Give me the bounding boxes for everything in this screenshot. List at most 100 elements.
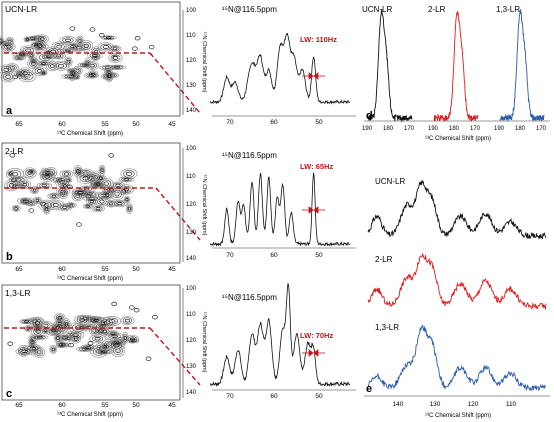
contour-peak bbox=[46, 55, 52, 58]
contour-peak bbox=[45, 46, 61, 57]
contour-peak bbox=[107, 73, 111, 78]
contour-peak bbox=[68, 204, 74, 207]
contour-peak bbox=[51, 347, 55, 352]
contour-peak bbox=[59, 181, 70, 191]
slice-spectrum-a bbox=[209, 32, 351, 105]
y-tick: 120 bbox=[186, 58, 197, 64]
x-axis-label: ¹³C Chemical Shift (ppm) bbox=[57, 412, 123, 418]
contour-peak bbox=[51, 329, 56, 332]
contour-peak bbox=[61, 191, 66, 196]
contour-peak bbox=[113, 343, 120, 348]
x-tick: 190 bbox=[494, 126, 505, 132]
contour-peak bbox=[125, 198, 129, 202]
contour-peak bbox=[101, 318, 114, 327]
contour-peak bbox=[130, 339, 136, 342]
contour-peak bbox=[105, 36, 112, 39]
contour-peak bbox=[55, 334, 74, 342]
contour-peak bbox=[108, 339, 122, 347]
contour-peak bbox=[93, 206, 103, 211]
hsqc-y-axis-b: 100 110 120 130 140 ¹⁵N Chemical Shift (… bbox=[182, 146, 208, 262]
contour-peak bbox=[76, 222, 82, 227]
contour-peak bbox=[8, 64, 17, 71]
contour-peak bbox=[126, 204, 132, 213]
contour-peak bbox=[54, 312, 66, 323]
e-spectrum-13lr bbox=[367, 324, 547, 392]
contour-peak bbox=[88, 316, 105, 325]
contour-peak bbox=[17, 344, 30, 357]
x-tick: 180 bbox=[449, 126, 460, 132]
contour-peak bbox=[22, 167, 37, 179]
contour-peak bbox=[118, 176, 135, 183]
contour-peak bbox=[112, 47, 118, 51]
hsqc-frame-a bbox=[1, 1, 181, 117]
contour-peak bbox=[94, 181, 103, 188]
contour-peak bbox=[89, 325, 100, 336]
contour-peak bbox=[82, 63, 88, 67]
y-axis-label: ¹⁵N Chemical Shift (ppm) bbox=[201, 175, 208, 236]
contour-peak bbox=[35, 198, 40, 202]
hsqc-contours-c bbox=[7, 301, 158, 361]
x-tick: 60 bbox=[58, 402, 66, 409]
d-spectrum-ucn bbox=[367, 9, 413, 123]
x-tick: 170 bbox=[404, 126, 415, 132]
contour-peak bbox=[86, 205, 90, 208]
contour-peak bbox=[6, 44, 12, 49]
contour-peak bbox=[56, 44, 63, 49]
panel-b: 2-LR b 65 60 55 50 45 ¹³C Chemical Shift… bbox=[1, 142, 356, 282]
contour-peak bbox=[148, 44, 155, 50]
contour-peak bbox=[122, 317, 133, 324]
contour-peak bbox=[83, 191, 96, 197]
contour-peak bbox=[23, 36, 31, 43]
contour-peak bbox=[69, 331, 82, 339]
slice-label-a: ¹⁵N@116.5ppm bbox=[222, 5, 277, 14]
contour-peak bbox=[36, 336, 43, 339]
linewidth-arrows-b bbox=[302, 206, 325, 214]
slice-x-axis-b: 70 60 50 bbox=[212, 247, 356, 259]
contour-peak bbox=[18, 348, 31, 355]
linewidth-label-b: LW: 65Hz bbox=[300, 162, 333, 171]
slice-label-c: ¹⁵N@116.5ppm bbox=[222, 293, 277, 302]
contour-peak bbox=[123, 335, 127, 341]
contour-peak bbox=[31, 187, 38, 193]
contour-peak bbox=[6, 181, 17, 190]
contour-peak bbox=[62, 205, 68, 209]
contour-peak bbox=[79, 174, 92, 183]
contour-peak bbox=[130, 337, 135, 341]
hsqc-y-axis-c: 100 110 120 130 140 ¹⁵N Chemical Shift (… bbox=[182, 286, 208, 398]
contour-peak bbox=[73, 164, 83, 178]
contour-peak bbox=[64, 322, 69, 327]
hsqc-contours-b bbox=[4, 153, 138, 227]
contour-peak bbox=[83, 43, 89, 49]
contour-peak bbox=[5, 74, 11, 79]
contour-peak bbox=[112, 55, 119, 60]
contour-peak bbox=[19, 198, 33, 204]
hsqc-contours-a bbox=[0, 26, 155, 83]
contour-peak bbox=[110, 341, 123, 350]
contour-peak bbox=[0, 64, 15, 75]
contour-peak bbox=[104, 192, 110, 197]
x-tick: 55 bbox=[101, 121, 109, 128]
contour-peak bbox=[6, 63, 19, 73]
contour-peak bbox=[110, 54, 121, 62]
x-tick: 50 bbox=[132, 121, 140, 128]
x-tick: 70 bbox=[226, 252, 234, 259]
contour-peak bbox=[52, 177, 66, 183]
contour-peak bbox=[94, 337, 101, 341]
contour-peak bbox=[90, 72, 95, 76]
y-tick: 110 bbox=[186, 174, 196, 180]
slice-x-axis-a: 70 60 50 bbox=[212, 115, 356, 126]
e-spectrum-ucn bbox=[367, 180, 547, 240]
contour-peak bbox=[31, 334, 49, 340]
contour-peak bbox=[69, 68, 78, 79]
contour-peak bbox=[29, 170, 34, 173]
contour-peak bbox=[59, 343, 64, 347]
contour-peak bbox=[92, 47, 100, 56]
contour-peak bbox=[15, 347, 34, 356]
contour-peak bbox=[106, 71, 113, 80]
contour-peak bbox=[64, 38, 71, 42]
x-tick: 50 bbox=[132, 402, 140, 409]
contour-peak bbox=[49, 193, 59, 199]
contour-peak bbox=[24, 37, 30, 42]
contour-peak bbox=[65, 58, 72, 66]
y-tick: 140 bbox=[186, 256, 197, 262]
